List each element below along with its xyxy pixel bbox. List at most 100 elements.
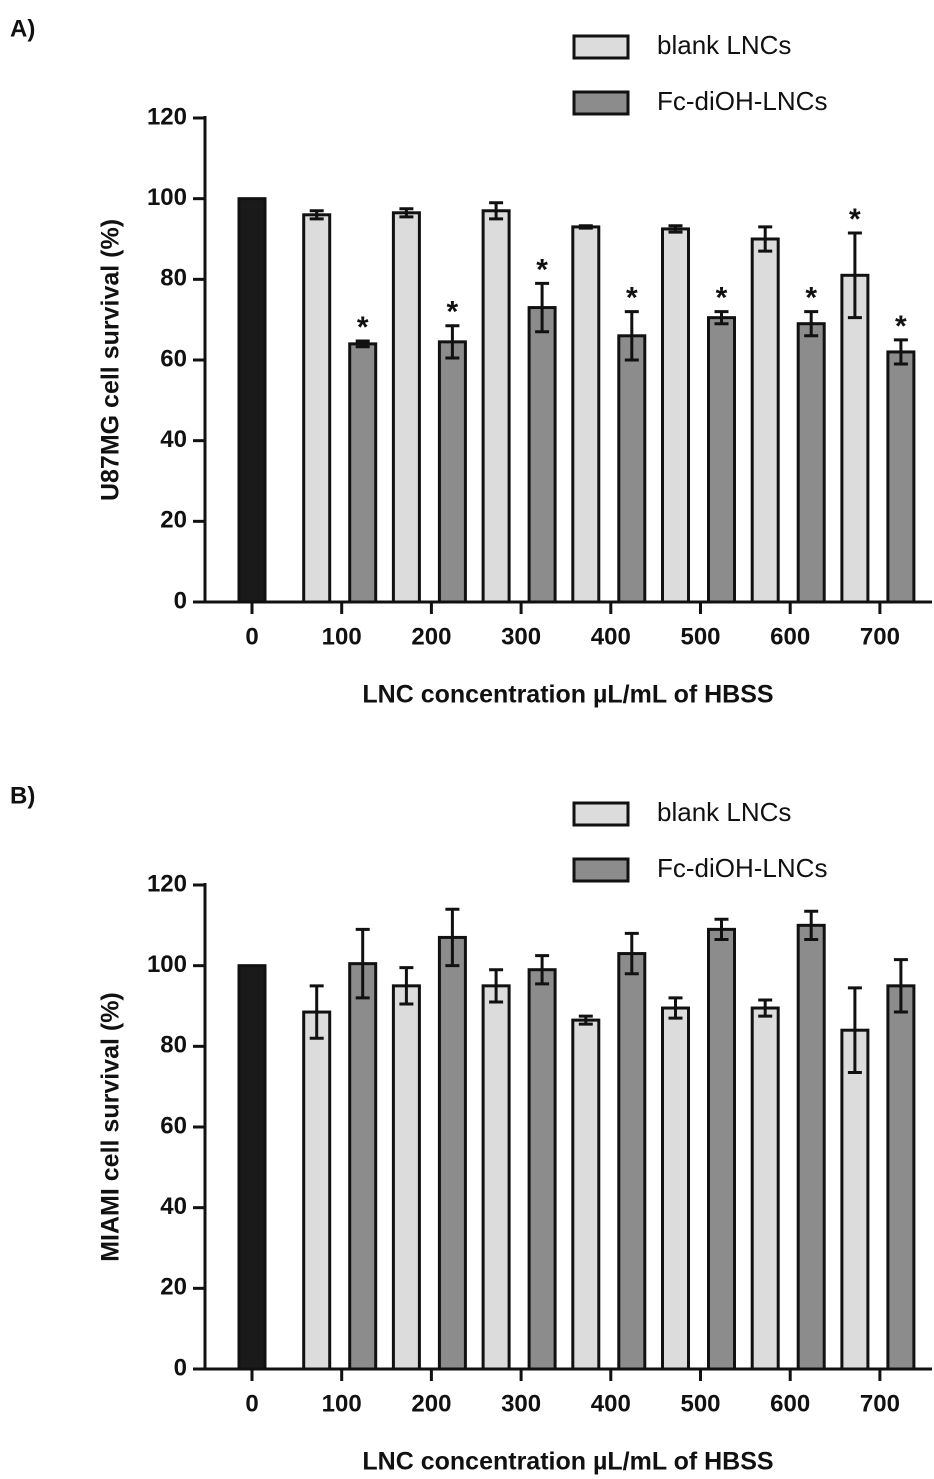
significance-marker: * [447,296,459,329]
legend-swatch [572,90,630,116]
legend-swatch [572,34,630,60]
error-bar [804,909,819,941]
x-tick-label: 300 [501,1390,541,1417]
bar [617,952,647,1371]
legend-label: Fc-diOH-LNCs [657,86,827,116]
bar [886,350,916,604]
bar [707,927,736,1371]
x-tick-label: 600 [770,1390,810,1417]
significance-marker: * [716,282,728,315]
x-tick-label: 400 [591,1390,631,1417]
significance-marker: * [895,310,907,343]
significance-marker: * [626,282,638,315]
x-tick-label: 200 [411,623,451,650]
legend-label: blank LNCs [657,797,791,827]
y-tick-label: 0 [174,1354,187,1381]
y-tick-label: 100 [147,951,187,978]
x-tick-label: 100 [322,1390,362,1417]
bar [527,968,557,1371]
bar [391,984,421,1371]
error-bar [758,225,773,253]
error-bar [578,1014,593,1026]
error-bar [309,984,324,1040]
bar [348,342,378,604]
x-tick-label: 500 [680,1390,720,1417]
error-bar [399,966,414,1006]
panel-label: A) [10,15,35,42]
bar [796,322,826,604]
x-tick-label: 0 [245,1390,258,1417]
error-bar [714,310,729,326]
y-tick-label: 100 [147,184,187,211]
bar [302,1010,332,1371]
significance-marker: * [536,253,548,286]
panel-label: B) [10,782,35,809]
bar [661,1006,690,1371]
legend-swatch [572,801,630,827]
error-bar [399,207,414,219]
bar [437,340,467,604]
error-bar [355,927,370,1000]
y-axis-label: U87MG cell survival (%) [97,219,125,501]
bar [750,237,780,604]
y-tick-label: 20 [160,507,187,534]
bar [391,211,421,604]
x-tick-label: 100 [322,623,362,650]
significance-marker: * [805,282,817,315]
error-bar [489,201,504,221]
error-bar [668,224,683,234]
y-tick-label: 20 [160,1274,187,1301]
bar [437,935,467,1371]
x-tick-label: 0 [245,623,258,650]
bar [750,1006,780,1371]
y-tick-label: 0 [174,587,187,614]
legend-label: Fc-diOH-LNCs [657,853,827,883]
x-tick-label: 400 [591,623,631,650]
error-bar [445,324,460,360]
x-tick-label: 600 [770,623,810,650]
bar [840,273,870,604]
bar [886,984,916,1371]
error-bar [535,954,550,986]
y-tick-label: 60 [160,345,187,372]
bar [796,923,826,1371]
bar [302,213,332,604]
x-tick-label: 500 [680,623,720,650]
error-bar [758,998,773,1018]
y-tick-label: 40 [160,426,187,453]
error-bar [445,907,460,968]
x-tick-label: 700 [860,1390,900,1417]
bar [481,984,511,1371]
bar [481,209,511,604]
bar [527,306,557,604]
error-bar [847,986,862,1075]
error-bar [668,996,683,1020]
x-tick-label: 700 [860,623,900,650]
y-tick-label: 120 [147,870,187,897]
error-bar [535,281,550,334]
y-tick-label: 80 [160,1032,187,1059]
y-tick-label: 80 [160,265,187,292]
error-bar [489,968,504,1004]
y-tick-label: 120 [147,103,187,130]
bar [617,334,647,604]
error-bar [847,231,862,320]
legend-label: blank LNCs [657,30,791,60]
error-bar [624,310,639,362]
error-bar [355,339,370,349]
x-tick-label: 200 [411,1390,451,1417]
bar [840,1028,870,1371]
error-bar [893,338,908,366]
bar [661,227,690,604]
error-bar [714,917,729,941]
y-tick-label: 60 [160,1112,187,1139]
bar [571,1018,601,1371]
bar [571,225,601,604]
error-bar [804,310,819,338]
x-axis-label: LNC concentration µL/mL of HBSS [362,681,773,709]
error-bar [624,931,639,976]
error-bar [309,209,324,221]
y-tick-label: 40 [160,1193,187,1220]
bar [237,964,267,1371]
error-bar [578,224,593,230]
